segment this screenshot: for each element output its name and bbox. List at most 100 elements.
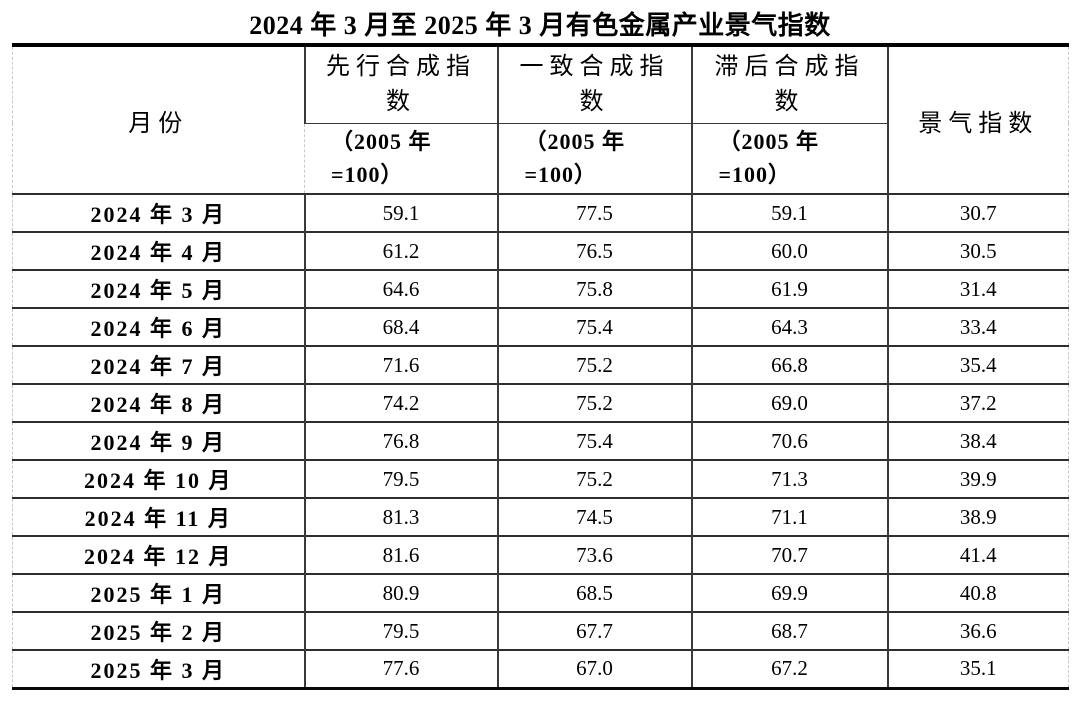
table-row: 2024 年 7 月 71.6 75.2 66.8 35.4 [12, 345, 1069, 384]
coincident-value-cell: 75.2 [496, 345, 692, 384]
table-row: 2025 年 3 月 77.6 67.0 67.2 35.1 [12, 649, 1069, 690]
prosperity-value-cell: 38.4 [886, 421, 1069, 460]
base-note-line2: =100） [718, 162, 792, 188]
coincident-base-note: （2005 年 =100） [496, 122, 692, 194]
month-cell: 2024 年 4 月 [12, 231, 305, 270]
lagging-value-cell: 70.7 [690, 535, 888, 574]
table-row: 2025 年 1 月 80.9 68.5 69.9 40.8 [12, 573, 1069, 612]
coincident-value-cell: 75.4 [496, 421, 692, 460]
lagging-value-cell: 69.0 [690, 383, 888, 422]
coincident-value-cell: 68.5 [496, 573, 692, 612]
header-row-base-note: （2005 年 =100） （2005 年 =100） （2005 年 =100… [13, 122, 1069, 194]
base-note-line1: （2005 年 [524, 129, 626, 155]
base-note-line2: =100） [524, 162, 598, 188]
prosperity-value-cell: 33.4 [886, 307, 1069, 346]
leading-value-cell: 77.6 [303, 649, 498, 690]
month-cell: 2024 年 11 月 [12, 497, 305, 536]
prosperity-value-cell: 31.4 [886, 269, 1069, 308]
leading-value-cell: 59.1 [303, 193, 498, 232]
coincident-value-cell: 67.0 [496, 649, 692, 690]
table-row: 2024 年 11 月 81.3 74.5 71.1 38.9 [12, 497, 1069, 536]
coincident-value-cell: 67.7 [496, 611, 692, 650]
table-header: 月份 先行合成指数 一致合成指数 滞后合成指数 景气指数 （2005 年 =10… [12, 43, 1069, 194]
prosperity-value-cell: 40.8 [886, 573, 1069, 612]
coincident-index-label: 一致合成指数 [519, 53, 670, 115]
lagging-value-cell: 71.3 [690, 459, 888, 498]
page-title: 2024 年 3 月至 2025 年 3 月有色金属产业景气指数 [249, 11, 831, 40]
table-row: 2024 年 10 月 79.5 75.2 71.3 39.9 [12, 459, 1069, 498]
base-note-text: （2005 年 =100） [694, 125, 887, 191]
prosperity-value-cell: 35.1 [886, 649, 1069, 690]
leading-value-cell: 74.2 [303, 383, 498, 422]
table-row: 2024 年 8 月 74.2 75.2 69.0 37.2 [12, 383, 1069, 422]
prosperity-value-cell: 41.4 [886, 535, 1069, 574]
table-row: 2025 年 2 月 79.5 67.7 68.7 36.6 [12, 611, 1069, 650]
lagging-value-cell: 71.1 [690, 497, 888, 536]
table-row: 2024 年 6 月 68.4 75.4 64.3 33.4 [12, 307, 1069, 346]
lagging-value-cell: 61.9 [690, 269, 888, 308]
lagging-value-cell: 69.9 [690, 573, 888, 612]
coincident-value-cell: 75.4 [496, 307, 692, 346]
prosperity-value-cell: 30.7 [886, 193, 1069, 232]
coincident-value-cell: 74.5 [496, 497, 692, 536]
lagging-value-cell: 67.2 [690, 649, 888, 690]
base-note-line2: =100） [331, 162, 404, 188]
leading-value-cell: 61.2 [303, 231, 498, 270]
lagging-value-cell: 70.6 [690, 421, 888, 460]
table-row: 2024 年 12 月 81.6 73.6 70.7 41.4 [12, 535, 1069, 574]
leading-value-cell: 81.3 [303, 497, 498, 536]
prosperity-value-cell: 36.6 [886, 611, 1069, 650]
leading-value-cell: 79.5 [303, 611, 498, 650]
table-row: 2024 年 4 月 61.2 76.5 60.0 30.5 [12, 231, 1069, 270]
lagging-value-cell: 60.0 [690, 231, 888, 270]
table-row: 2024 年 9 月 76.8 75.4 70.6 38.4 [12, 421, 1069, 460]
month-cell: 2025 年 3 月 [12, 649, 305, 690]
coincident-value-cell: 75.2 [496, 459, 692, 498]
month-cell: 2025 年 2 月 [12, 611, 305, 650]
month-cell: 2024 年 9 月 [12, 421, 305, 460]
month-cell: 2024 年 8 月 [12, 383, 305, 422]
coincident-value-cell: 75.2 [496, 383, 692, 422]
lagging-value-cell: 66.8 [690, 345, 888, 384]
leading-value-cell: 76.8 [303, 421, 498, 460]
leading-value-cell: 68.4 [303, 307, 498, 346]
base-note-text: （2005 年 =100） [306, 125, 497, 191]
leading-value-cell: 79.5 [303, 459, 498, 498]
coincident-value-cell: 75.8 [496, 269, 692, 308]
lagging-value-cell: 64.3 [690, 307, 888, 346]
leading-base-note: （2005 年 =100） [304, 122, 498, 194]
col-header-coincident-index: 一致合成指数 [496, 43, 692, 123]
table-row: 2024 年 5 月 64.6 75.8 61.9 31.4 [12, 269, 1069, 308]
col-header-month: 月份 [12, 43, 305, 194]
coincident-value-cell: 76.5 [496, 231, 692, 270]
base-note-line1: （2005 年 [331, 129, 432, 155]
month-cell: 2024 年 6 月 [12, 307, 305, 346]
month-cell: 2024 年 3 月 [12, 193, 305, 232]
prosperity-index-table: 月份 先行合成指数 一致合成指数 滞后合成指数 景气指数 （2005 年 =10… [12, 43, 1069, 690]
header-row-main: 月份 先行合成指数 一致合成指数 滞后合成指数 景气指数 [12, 43, 1069, 194]
leading-value-cell: 64.6 [303, 269, 498, 308]
prosperity-value-cell: 38.9 [886, 497, 1069, 536]
lagging-value-cell: 59.1 [690, 193, 888, 232]
table-row: 2024 年 3 月 59.1 77.5 59.1 30.7 [12, 193, 1069, 232]
lagging-index-label: 滞后合成指数 [714, 53, 865, 115]
lagging-value-cell: 68.7 [690, 611, 888, 650]
leading-value-cell: 71.6 [303, 345, 498, 384]
leading-value-cell: 81.6 [303, 535, 498, 574]
col-header-prosperity-index: 景气指数 [886, 43, 1069, 194]
coincident-value-cell: 77.5 [496, 193, 692, 232]
base-note-line1: （2005 年 [718, 129, 820, 155]
month-cell: 2025 年 1 月 [12, 573, 305, 612]
month-cell: 2024 年 7 月 [12, 345, 305, 384]
leading-value-cell: 80.9 [303, 573, 498, 612]
coincident-value-cell: 73.6 [496, 535, 692, 574]
prosperity-value-cell: 35.4 [886, 345, 1069, 384]
table-body: 2024 年 3 月 59.1 77.5 59.1 30.7 2024 年 4 月 61.2… [12, 193, 1069, 690]
prosperity-value-cell: 37.2 [886, 383, 1069, 422]
leading-index-label: 先行合成指数 [326, 53, 476, 115]
lagging-base-note: （2005 年 =100） [690, 122, 888, 194]
prosperity-value-cell: 39.9 [886, 459, 1069, 498]
prosperity-value-cell: 30.5 [886, 231, 1069, 270]
base-note-text: （2005 年 =100） [500, 125, 691, 191]
col-header-lagging-index: 滞后合成指数 [690, 43, 888, 123]
